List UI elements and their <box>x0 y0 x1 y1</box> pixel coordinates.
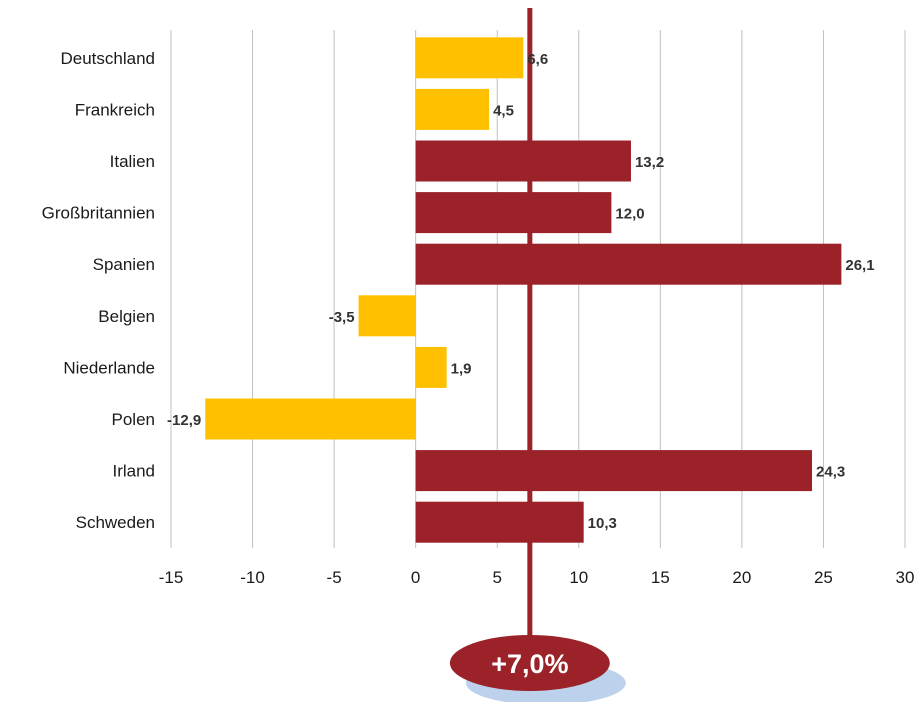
bar <box>205 398 416 440</box>
category-labels: Deutschland Frankreich Italien Großbritanni… <box>42 49 155 532</box>
data-label: -3,5 <box>329 309 355 326</box>
bar <box>415 88 490 130</box>
data-label: 6,6 <box>527 51 548 68</box>
x-tick-label: 5 <box>492 568 501 587</box>
category-label: Niederlande <box>63 358 155 377</box>
category-label: Spanien <box>93 255 155 274</box>
x-tick-label: -5 <box>327 568 342 587</box>
category-label: Großbritannien <box>42 204 155 223</box>
bar <box>415 37 524 79</box>
bar <box>415 346 447 388</box>
x-tick-label: 10 <box>569 568 588 587</box>
data-label: 13,2 <box>635 154 664 171</box>
x-tick-label: -15 <box>159 568 184 587</box>
x-tick-labels: -15 -10 -5 0 5 10 15 20 25 30 <box>159 568 915 587</box>
bar <box>415 450 813 492</box>
category-label: Polen <box>112 410 155 429</box>
reference-line-label: +7,0% <box>491 649 568 679</box>
data-label: -12,9 <box>167 412 201 429</box>
bar <box>415 140 631 182</box>
data-label: 4,5 <box>493 102 514 119</box>
bars <box>205 37 842 543</box>
data-label: 26,1 <box>845 257 874 274</box>
category-label: Frankreich <box>75 100 155 119</box>
x-tick-label: 20 <box>732 568 751 587</box>
data-label: 10,3 <box>588 515 617 532</box>
bar <box>415 243 842 285</box>
category-label: Italien <box>110 152 155 171</box>
category-label: Schweden <box>76 513 155 532</box>
x-tick-label: 25 <box>814 568 833 587</box>
value-labels: 6,6 4,5 13,2 12,0 26,1 -3,5 1,9 -12,9 24,3 10,3 <box>167 51 875 532</box>
bar <box>415 192 612 234</box>
data-label: 12,0 <box>615 206 644 223</box>
x-tick-label: 0 <box>411 568 420 587</box>
bar <box>358 295 416 337</box>
x-tick-label: 15 <box>651 568 670 587</box>
x-tick-label: -10 <box>240 568 265 587</box>
badge-ellipse <box>449 635 610 691</box>
average-badge: +7,0% <box>449 635 626 702</box>
category-label: Belgien <box>98 307 155 326</box>
bar <box>415 501 584 543</box>
x-tick-label: 30 <box>896 568 915 587</box>
category-label: Irland <box>112 462 155 481</box>
data-label: 1,9 <box>451 360 472 377</box>
category-label: Deutschland <box>60 49 155 68</box>
data-label: 24,3 <box>816 464 845 481</box>
